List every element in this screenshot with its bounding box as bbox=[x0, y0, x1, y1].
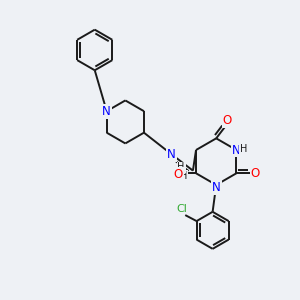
Text: N: N bbox=[102, 105, 111, 118]
Text: O: O bbox=[250, 167, 260, 180]
Text: Cl: Cl bbox=[176, 203, 187, 214]
Text: O: O bbox=[223, 114, 232, 127]
Text: N: N bbox=[232, 143, 241, 157]
Text: N: N bbox=[167, 148, 176, 161]
Text: H: H bbox=[240, 143, 247, 154]
Text: H: H bbox=[180, 171, 188, 181]
Text: H: H bbox=[177, 162, 185, 172]
Text: O: O bbox=[173, 168, 183, 181]
Text: N: N bbox=[212, 181, 220, 194]
